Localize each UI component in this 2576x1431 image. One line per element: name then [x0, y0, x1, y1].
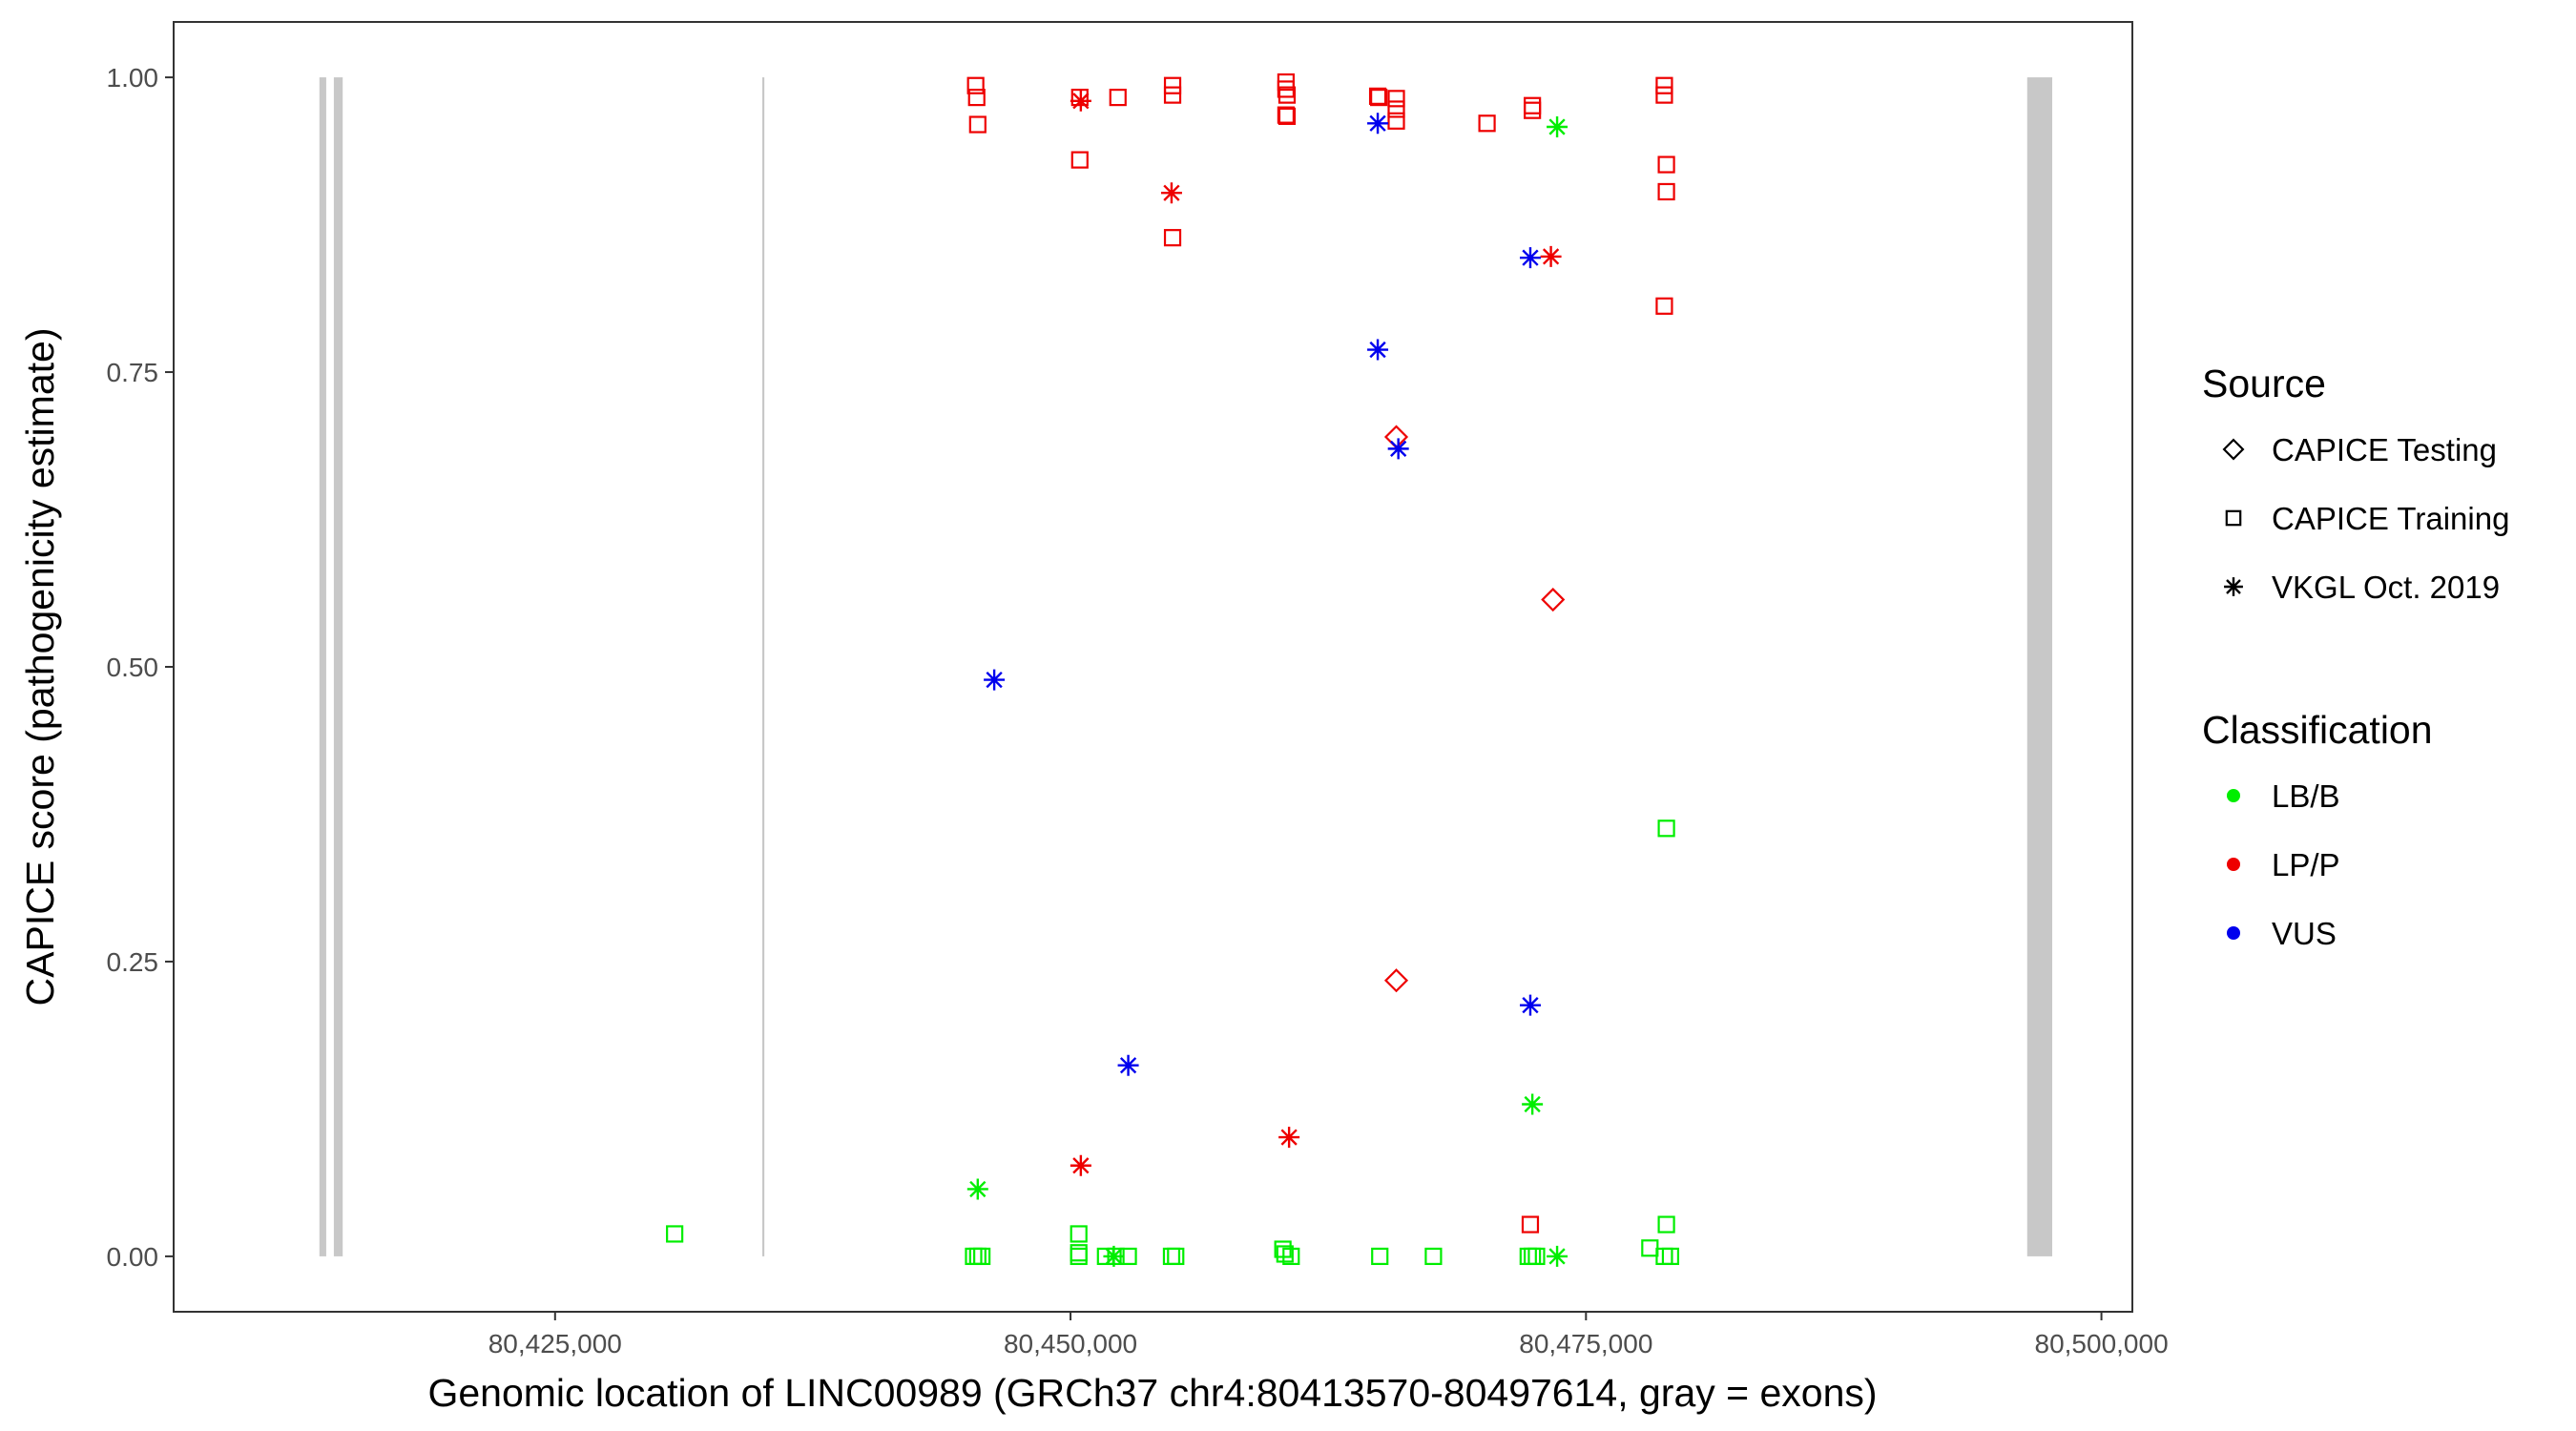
square-point-lbb: [1657, 819, 1675, 838]
points-layer: [666, 73, 1680, 1267]
square-point-lpp: [1163, 76, 1182, 94]
asterisk-point-vus: [1387, 438, 1409, 460]
y-tick-label: 0.50: [107, 653, 159, 682]
y-tick-label: 0.25: [107, 947, 159, 977]
square-point-lbb: [666, 1225, 684, 1243]
square-point-lbb: [1282, 1247, 1300, 1266]
asterisk-point-lpp: [1160, 182, 1182, 204]
x-tick-label: 80,500,000: [2035, 1329, 2169, 1358]
x-tick-label: 80,450,000: [1004, 1329, 1137, 1358]
square-point-lbb: [1657, 1215, 1675, 1234]
square-point-lpp: [1657, 156, 1675, 174]
asterisk-point-vus: [984, 669, 1006, 691]
legend-dot-lpp: [2227, 858, 2240, 871]
square-point-lpp: [1655, 76, 1673, 94]
y-axis-title: CAPICE score (pathogenicity estimate): [18, 328, 62, 1006]
square-point-lpp: [1278, 107, 1297, 125]
square-point-lpp: [1387, 90, 1405, 108]
square-point-lbb: [1167, 1247, 1185, 1266]
legend-source-label: CAPICE Testing: [2272, 432, 2497, 467]
legend-square-key: [2225, 509, 2242, 527]
exon-bar-2: [333, 77, 343, 1256]
square-point-lpp: [1163, 229, 1182, 247]
asterisk-point-lbb: [1547, 115, 1568, 137]
square-point-lpp: [1387, 100, 1405, 118]
asterisk-point-lbb: [966, 1178, 988, 1200]
legend-source-items: CAPICE Testing CAPICE Training VKGL Oct. 2…: [2222, 432, 2509, 605]
asterisk-point-lpp: [1070, 1154, 1091, 1176]
legend-classification-label: LP/P: [2272, 847, 2340, 882]
exons-layer: [319, 77, 2053, 1256]
square-point-lpp: [966, 76, 985, 94]
panel-background: [174, 22, 2132, 1312]
square-point-lpp: [967, 88, 986, 107]
square-point-lbb: [1661, 1247, 1680, 1266]
asterisk-point-lpp: [1278, 1127, 1300, 1149]
square-point-lpp: [1655, 297, 1673, 315]
asterisk-point-lbb: [1522, 1093, 1544, 1115]
legend-source-title: Source: [2202, 362, 2326, 405]
square-point-lpp: [1478, 114, 1496, 133]
square-point-lpp: [1278, 86, 1297, 104]
legend-dot-vus: [2227, 926, 2240, 940]
legend-diamond-key: [2222, 438, 2245, 461]
asterisk-point-lpp: [1070, 90, 1091, 112]
legend: Source CAPICE Testing CAPICE Training VKGL…: [2202, 362, 2509, 951]
x-axis-title: Genomic location of LINC00989 (GRCh37 ch…: [427, 1371, 1877, 1415]
asterisk-point-lpp: [1540, 245, 1562, 267]
asterisk-point-lbb: [1103, 1245, 1125, 1267]
square-point-lpp: [1655, 86, 1673, 104]
asterisk-point-vus: [1519, 994, 1541, 1016]
legend-dot-lbb: [2227, 789, 2240, 802]
square-point-lbb: [1276, 1245, 1294, 1263]
square-point-lpp: [1524, 101, 1542, 119]
square-point-lpp: [1657, 182, 1675, 201]
legend-source-label: CAPICE Training: [2272, 501, 2509, 536]
asterisk-point-lbb: [1547, 1245, 1568, 1267]
y-axis: 0.00 0.25 0.50 0.75 1.00: [107, 63, 174, 1272]
square-point-lpp: [1370, 88, 1388, 107]
legend-asterisk-key: [2224, 577, 2243, 596]
square-point-lpp: [1109, 88, 1127, 107]
square-point-lpp: [968, 115, 987, 134]
asterisk-point-vus: [1117, 1054, 1139, 1076]
y-tick-label: 1.00: [107, 63, 159, 93]
square-point-lbb: [1070, 1225, 1088, 1243]
asterisk-point-vus: [1519, 247, 1541, 269]
y-tick-label: 0.00: [107, 1242, 159, 1272]
exon-bar-1: [319, 77, 326, 1256]
legend-classification-label: VUS: [2272, 916, 2337, 951]
square-point-lpp: [1163, 86, 1182, 104]
asterisk-point-vus: [1367, 113, 1389, 135]
square-point-lpp: [1070, 151, 1089, 169]
square-point-lbb: [973, 1247, 991, 1266]
diamond-point-lpp: [1383, 968, 1409, 993]
x-axis: 80,425,000 80,450,000 80,475,000 80,500,000: [488, 1312, 2169, 1358]
square-point-lbb: [1070, 1247, 1088, 1266]
exon-bar-4: [2026, 77, 2053, 1256]
x-tick-label: 80,475,000: [1519, 1329, 1652, 1358]
legend-classification-title: Classification: [2202, 708, 2433, 752]
diamond-point-lpp: [1541, 588, 1566, 612]
exon-bar-3: [761, 77, 765, 1256]
legend-classification-items: LB/B LP/P VUS: [2227, 778, 2340, 951]
legend-source-label: VKGL Oct. 2019: [2272, 570, 2500, 605]
square-point-lpp: [1521, 1215, 1540, 1234]
square-point-lpp: [1387, 112, 1405, 130]
square-point-lbb: [1424, 1247, 1443, 1266]
y-tick-label: 0.75: [107, 358, 159, 387]
x-tick-label: 80,425,000: [488, 1329, 622, 1358]
square-point-lbb: [1527, 1247, 1546, 1266]
legend-classification-label: LB/B: [2272, 778, 2340, 814]
square-point-lbb: [1371, 1247, 1389, 1266]
asterisk-point-vus: [1367, 339, 1389, 361]
